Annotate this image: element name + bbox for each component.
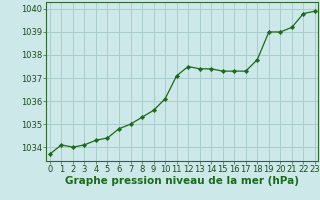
X-axis label: Graphe pression niveau de la mer (hPa): Graphe pression niveau de la mer (hPa) (65, 176, 300, 186)
